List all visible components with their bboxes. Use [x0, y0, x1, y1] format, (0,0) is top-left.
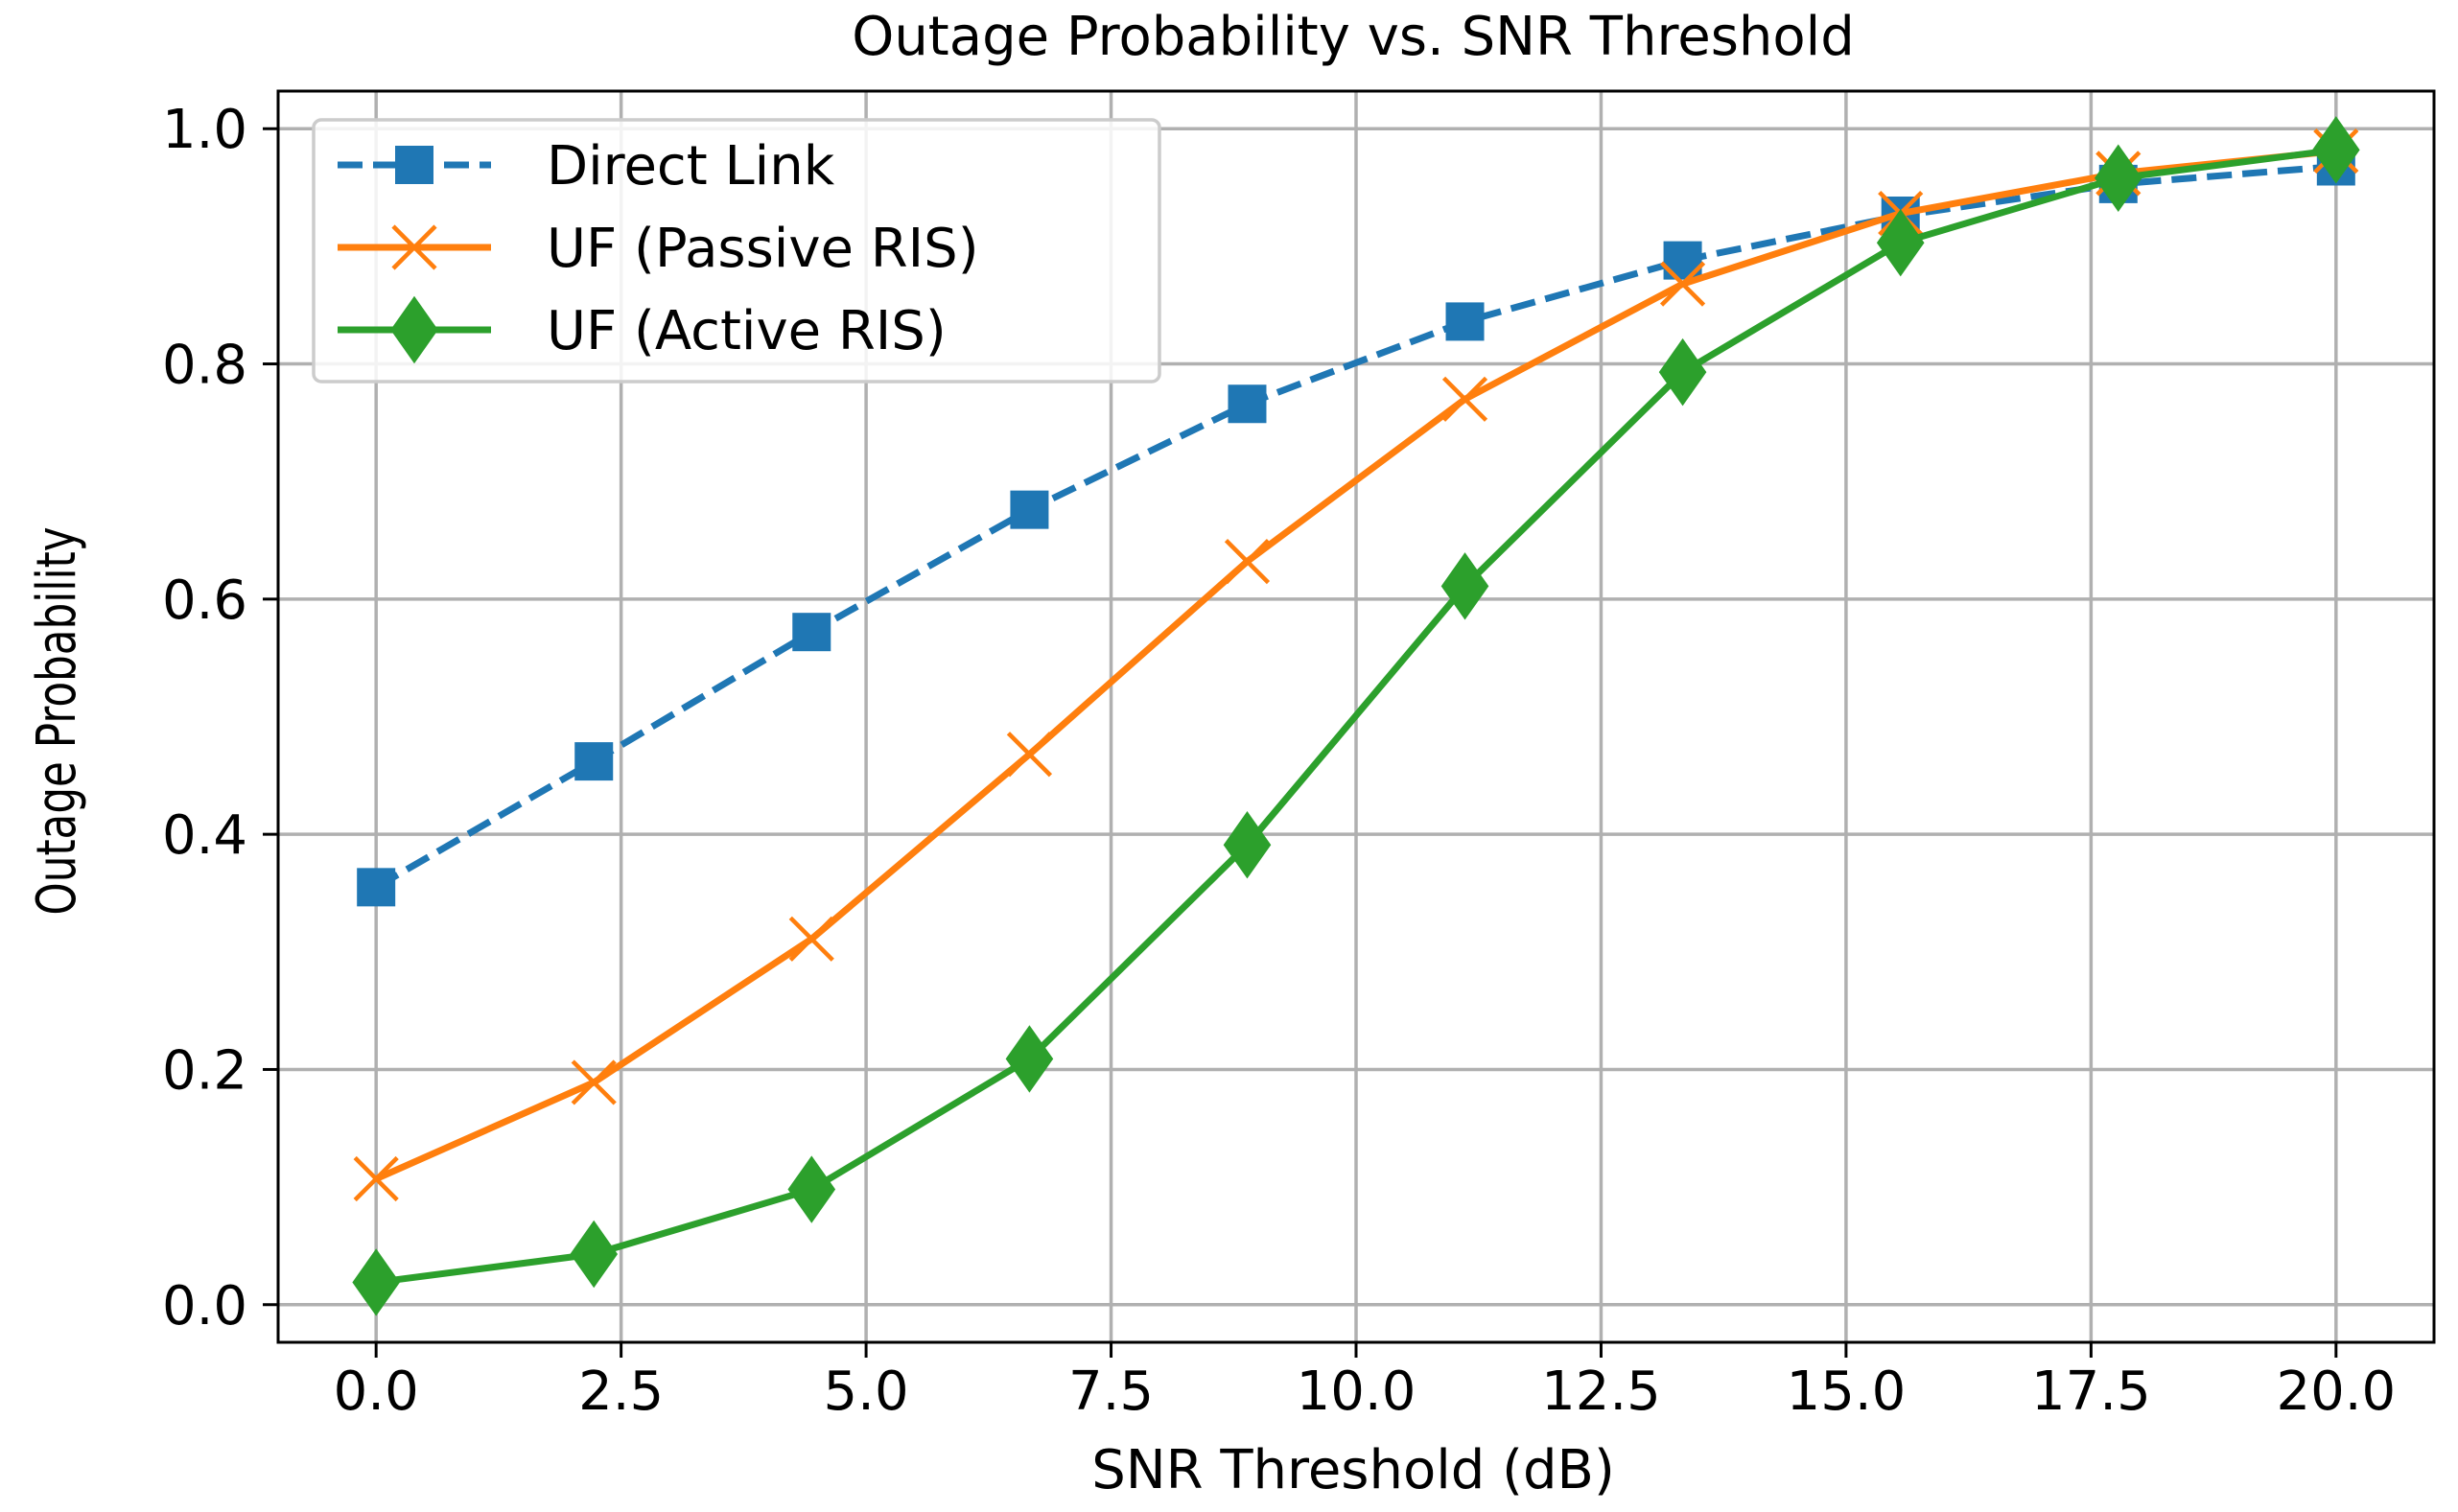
data-point — [787, 1155, 836, 1223]
data-point — [792, 613, 831, 652]
data-point — [1005, 1025, 1054, 1093]
legend-marker — [391, 224, 437, 270]
x-tick-label: 2.5 — [578, 1361, 664, 1423]
x-tick-label: 7.5 — [1068, 1361, 1154, 1423]
data-point — [352, 1248, 400, 1316]
legend: Direct Link UF (Passive RIS) UF (Active RI… — [312, 118, 1161, 384]
data-point — [1223, 810, 1272, 879]
chart-title: Outage Probability vs. SNR Threshold — [852, 6, 1855, 68]
series-line — [375, 146, 2337, 1286]
data-point — [1224, 539, 1271, 585]
y-tick-label: 0.6 — [162, 570, 247, 632]
data-point — [353, 1155, 399, 1202]
x-tick-label: 20.0 — [2276, 1361, 2396, 1423]
data-point — [1440, 552, 1489, 620]
legend-marker — [390, 295, 438, 364]
data-point — [1228, 384, 1267, 424]
x-marker-stroke — [391, 224, 437, 270]
data-point — [357, 868, 396, 907]
legend-marker — [395, 146, 433, 184]
x-marker-stroke — [1441, 376, 1488, 422]
legend-label: UF (Passive RIS) — [547, 218, 979, 280]
legend-label: UF (Active RIS) — [547, 300, 947, 362]
x-tick-label: 17.5 — [2031, 1361, 2151, 1423]
x-tick-label: 12.5 — [1541, 1361, 1661, 1423]
x-marker-stroke — [1224, 539, 1271, 585]
data-point — [571, 1059, 617, 1105]
x-marker-stroke — [1006, 732, 1053, 778]
series-line — [374, 163, 2337, 891]
x-marker-stroke — [1659, 261, 1706, 307]
legend-label: Direct Link — [547, 135, 835, 198]
data-point — [1445, 302, 1485, 341]
x-marker-stroke — [353, 1155, 399, 1202]
legend-entry: UF (Active RIS) — [338, 295, 947, 364]
x-tick-label: 0.0 — [334, 1361, 419, 1423]
x-tick-label: 15.0 — [1787, 1361, 1907, 1423]
data-point — [1663, 241, 1702, 280]
data-point — [1658, 337, 1707, 407]
legend-frame — [312, 118, 1161, 384]
data-point — [2094, 144, 2142, 212]
y-tick-label: 0.4 — [162, 804, 247, 867]
data-point — [1876, 209, 1925, 277]
x-tick-label: 10.0 — [1297, 1361, 1416, 1423]
data-point — [1659, 261, 1706, 307]
series-line — [374, 148, 2337, 1182]
x-tick-label: 5.0 — [824, 1361, 909, 1423]
x-axis-label: SNR Threshold (dB) — [1091, 1439, 1615, 1501]
series-layer — [352, 116, 2360, 1316]
y-axis-label: Outage Probability — [25, 526, 88, 915]
y-tick-label: 0.0 — [162, 1275, 247, 1338]
data-point — [1010, 490, 1049, 529]
data-point — [574, 742, 614, 781]
legend-entry: Direct Link — [338, 135, 835, 198]
series-uf-active-ris — [352, 116, 2360, 1316]
y-tick-label: 0.8 — [162, 335, 247, 397]
data-point — [788, 916, 834, 962]
data-point — [570, 1220, 619, 1289]
data-point — [1006, 732, 1053, 778]
x-marker-stroke — [571, 1059, 617, 1105]
data-point — [1441, 376, 1488, 422]
tick-layer: 0.0 2.5 5.0 7.5 10.0 12.5 15.0 17.5 20.0 0.0 0.2 0.… — [162, 99, 2396, 1423]
y-tick-label: 0.2 — [162, 1039, 247, 1102]
x-marker-stroke — [788, 916, 834, 962]
legend-entry: UF (Passive RIS) — [338, 218, 979, 280]
data-point — [2312, 116, 2360, 184]
y-tick-label: 1.0 — [162, 99, 247, 161]
